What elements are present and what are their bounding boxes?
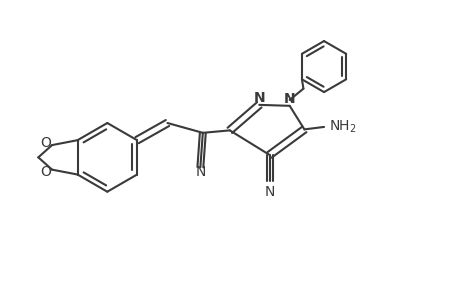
Text: O: O	[40, 165, 51, 178]
Text: N: N	[253, 92, 264, 106]
Text: N: N	[283, 92, 295, 106]
Text: N: N	[195, 165, 205, 178]
Text: NH$_2$: NH$_2$	[328, 119, 356, 135]
Text: O: O	[40, 136, 51, 150]
Text: N: N	[264, 185, 274, 199]
